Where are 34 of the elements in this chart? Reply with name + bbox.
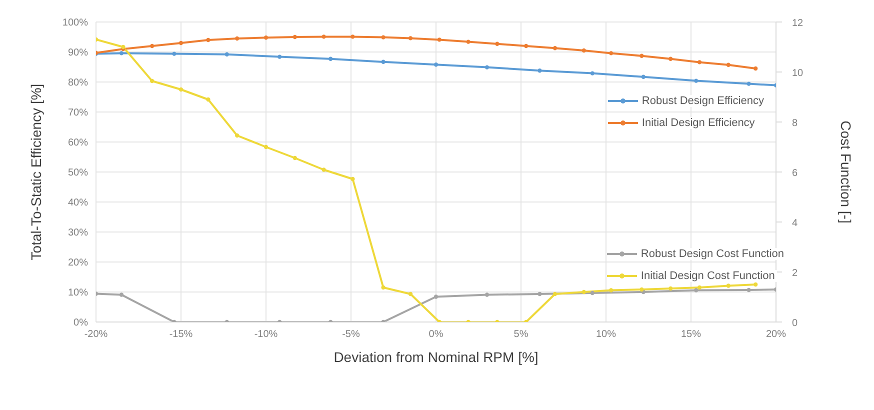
legend-label: Initial Design Efficiency [640,117,757,129]
y2-tick-label: 8 [792,118,798,129]
y-tick-label: 80% [68,78,88,89]
y2-tick-label: 12 [792,18,804,29]
x-axis-title: Deviation from Nominal RPM [%] [334,349,538,365]
x-tick-label: 15% [680,329,702,340]
legend-label: Robust Design Cost Function [638,248,786,260]
y-axis-title: Total-To-Static Efficiency [%] [28,84,44,260]
y2-tick-label: 0 [792,318,798,329]
y-tick-label: 90% [68,48,88,59]
y-tick-label: 10% [68,288,88,299]
y-tick-label: 20% [68,258,88,269]
x-tick-label: 0% [428,329,444,340]
x-tick-label: -20% [84,329,108,340]
y-tick-label: 100% [62,18,88,29]
x-tick-label: 5% [514,329,528,340]
x-tick-label: -15% [169,329,193,340]
y2-tick-label: 4 [792,218,798,229]
y-tick-label: 30% [68,228,88,239]
x-tick-label: 20% [766,329,786,340]
y2-tick-label: 6 [792,168,798,179]
y2-axis-title: Cost Function [-] [838,120,854,224]
x-tick-label: -10% [254,329,278,340]
y-tick-label: 70% [68,108,88,119]
legend-label: Robust Design Efficiency [640,95,766,107]
y2-tick-label: 2 [792,268,798,279]
y-tick-label: 40% [68,198,88,209]
y2-tick-label: 10 [792,68,804,79]
y-tick-label: 60% [68,138,88,149]
x-tick-label: 10% [596,329,616,340]
x-tick-label: -5% [342,329,360,340]
y-tick-label: 50% [68,168,88,179]
legend-label: Initial Design Cost Function [638,270,777,282]
y-tick-label: 0% [74,318,88,329]
